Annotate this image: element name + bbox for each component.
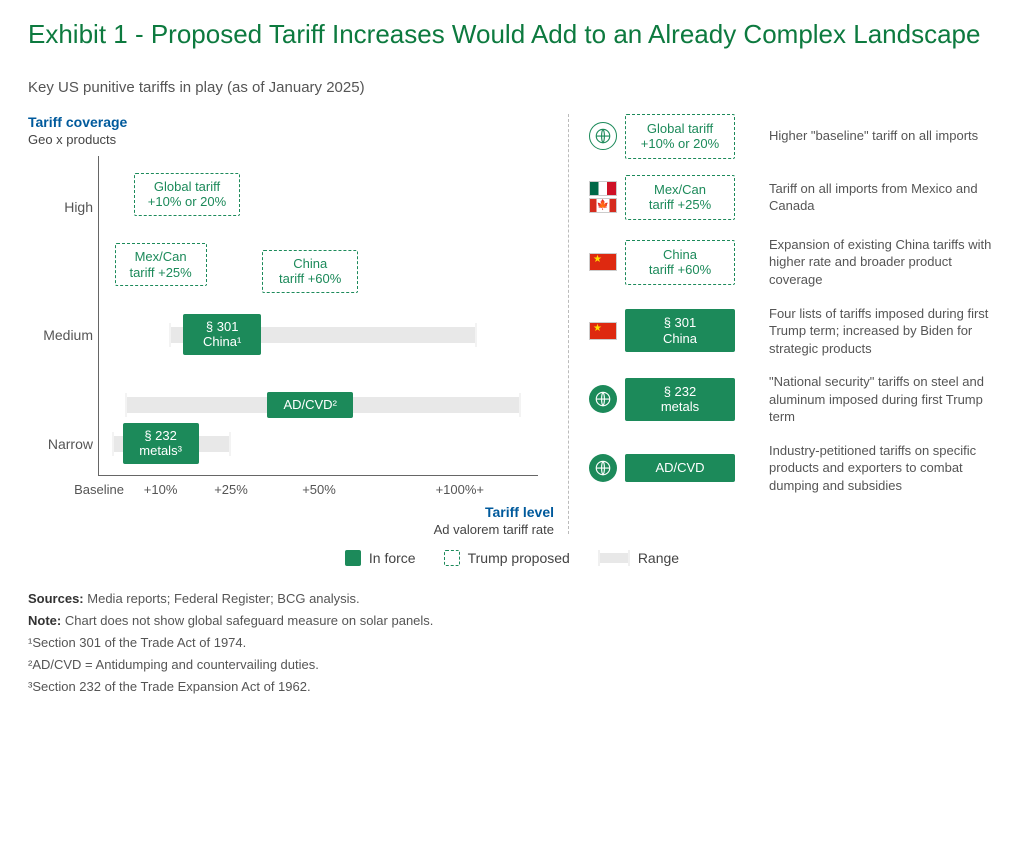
key-item: Chinatariff +60% Expansion of existing Ch…	[587, 236, 996, 289]
tariff-chip: Chinatariff +60%	[262, 250, 358, 293]
globe-icon	[589, 454, 617, 482]
tariff-chip: AD/CVD²	[267, 392, 353, 418]
x-tick: +100%+	[436, 482, 484, 497]
key-desc: "National security" tariffs on steel and…	[769, 373, 996, 426]
x-axis-title: Tariff level	[485, 504, 554, 520]
key-desc: Tariff on all imports from Mexico and Ca…	[769, 180, 996, 215]
key-item: Mex/Cantariff +25% Tariff on all imports …	[587, 175, 996, 220]
x-tick: Baseline	[74, 482, 124, 497]
x-tick: +10%	[144, 482, 178, 497]
key-item: § 232metals "National security" tariffs o…	[587, 373, 996, 426]
china-flag-icon	[589, 253, 617, 271]
y-tick: Narrow	[35, 436, 93, 452]
globe-icon	[589, 385, 617, 413]
sources-text: Media reports; Federal Register; BCG ana…	[87, 591, 359, 606]
footnotes: Sources: Media reports; Federal Register…	[28, 588, 996, 698]
chart-legend: In force Trump proposed Range	[28, 550, 996, 566]
note-label: Note:	[28, 613, 61, 628]
sources-label: Sources:	[28, 591, 84, 606]
y-tick: High	[35, 199, 93, 215]
y-tick: Medium	[35, 327, 93, 343]
key-desc: Expansion of existing China tariffs with…	[769, 236, 996, 289]
key-chip: § 232metals	[625, 378, 735, 421]
canada-flag-icon	[589, 198, 617, 213]
footnote-1: ¹Section 301 of the Trade Act of 1974.	[28, 632, 996, 654]
x-tick: +50%	[302, 482, 336, 497]
tariff-chip: Mex/Cantariff +25%	[115, 243, 207, 286]
tariff-chip: Global tariff+10% or 20%	[134, 173, 240, 216]
tariff-chart: Tariff coverage Geo x products High Mediu…	[28, 114, 558, 534]
key-item: § 301China Four lists of tariffs imposed …	[587, 305, 996, 358]
exhibit-title: Exhibit 1 - Proposed Tariff Increases Wo…	[28, 18, 996, 51]
globe-icon	[589, 122, 617, 150]
china-flag-icon	[589, 322, 617, 340]
legend-label-range: Range	[638, 550, 679, 566]
key-chip: Global tariff+10% or 20%	[625, 114, 735, 159]
tariff-chip: § 232metals³	[123, 423, 199, 464]
key-chip: Chinatariff +60%	[625, 240, 735, 285]
key-column: Global tariff+10% or 20% Higher "baseline…	[568, 114, 996, 534]
legend-label-inforce: In force	[369, 550, 416, 566]
key-chip: § 301China	[625, 309, 735, 352]
x-axis-sub: Ad valorem tariff rate	[434, 522, 554, 537]
legend-label-proposed: Trump proposed	[468, 550, 570, 566]
x-tick: +25%	[214, 482, 248, 497]
key-desc: Industry-petitioned tariffs on specific …	[769, 442, 996, 495]
note-text: Chart does not show global safeguard mea…	[65, 613, 434, 628]
y-axis-sub: Geo x products	[28, 132, 116, 147]
key-item: AD/CVD Industry-petitioned tariffs on spe…	[587, 442, 996, 495]
key-chip: Mex/Cantariff +25%	[625, 175, 735, 220]
footnote-3: ³Section 232 of the Trade Expansion Act …	[28, 676, 996, 698]
mexico-flag-icon	[589, 181, 617, 196]
key-chip: AD/CVD	[625, 454, 735, 482]
legend-swatch-proposed	[444, 550, 460, 566]
key-desc: Four lists of tariffs imposed during fir…	[769, 305, 996, 358]
legend-swatch-inforce	[345, 550, 361, 566]
legend-swatch-range	[598, 553, 630, 563]
key-desc: Higher "baseline" tariff on all imports	[769, 127, 978, 145]
y-axis-title: Tariff coverage	[28, 114, 127, 130]
footnote-2: ²AD/CVD = Antidumping and countervailing…	[28, 654, 996, 676]
tariff-chip: § 301China¹	[183, 314, 261, 355]
exhibit-subtitle: Key US punitive tariffs in play (as of J…	[28, 79, 996, 96]
key-item: Global tariff+10% or 20% Higher "baseline…	[587, 114, 996, 159]
